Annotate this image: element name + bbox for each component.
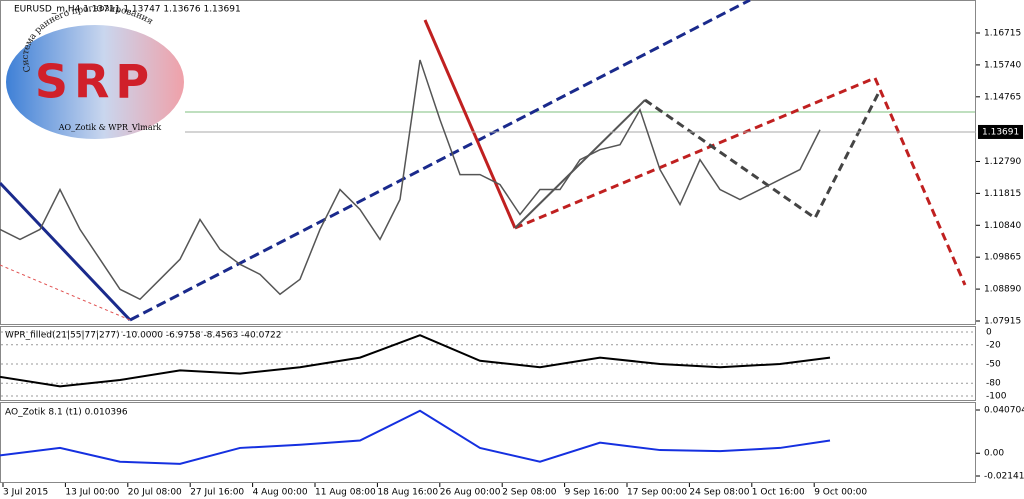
- time-label: 4 Aug 00:00: [253, 488, 308, 498]
- wpr-tick-label: -50: [986, 360, 1001, 370]
- logo-caption: AO_Zotik & WPR_Vlmark: [58, 123, 162, 132]
- wpr-tick-label: -80: [986, 379, 1001, 389]
- price-label: 1.07915: [984, 317, 1021, 327]
- time-label: 11 Aug 08:00: [315, 488, 376, 498]
- current-price-label: 1.13691: [982, 127, 1019, 137]
- ao-line: [0, 409, 831, 465]
- wpr-line: [0, 334, 831, 388]
- time-label: 9 Sep 16:00: [565, 488, 620, 498]
- price-label: 1.11815: [984, 189, 1021, 199]
- time-label: 9 Oct 00:00: [814, 488, 867, 498]
- main-header: EURUSD_m,H4 1.13711 1.13747 1.13676 1.13…: [14, 5, 241, 15]
- ao-panel: [0, 402, 976, 483]
- time-label: 13 Jul 00:00: [65, 488, 119, 498]
- ao-header: AO_Zotik 8.1 (t1) 0.010396: [5, 408, 128, 418]
- time-label: 3 Jul 2015: [3, 488, 48, 498]
- time-label: 26 Aug 00:00: [440, 488, 501, 498]
- wpr-tick-label: -20: [986, 340, 1001, 350]
- price-label: 1.15740: [984, 60, 1021, 70]
- price-label: 1.09865: [984, 253, 1021, 263]
- main-panel: [0, 0, 976, 325]
- ao-tick-label: 0.040704: [984, 406, 1024, 416]
- time-label: 18 Aug 16:00: [377, 488, 438, 498]
- price-label: 1.14765: [984, 92, 1021, 102]
- time-label: 20 Jul 08:00: [128, 488, 182, 498]
- price-label: 1.16715: [984, 29, 1021, 39]
- wpr-panel: [0, 326, 976, 401]
- current-price-box: [978, 124, 1023, 139]
- time-label: 24 Sep 08:00: [689, 488, 749, 498]
- trend-lines: [0, 0, 967, 322]
- price-line: [0, 59, 821, 301]
- wpr-tick-label: -100: [986, 392, 1007, 402]
- price-label: 1.12790: [984, 157, 1021, 167]
- logo-badge: [4, 23, 186, 141]
- time-label: 1 Oct 16:00: [752, 488, 805, 498]
- time-label: 2 Sep 08:00: [502, 488, 557, 498]
- price-label: 1.08890: [984, 285, 1021, 295]
- logo-title: SRP: [35, 55, 155, 109]
- ao-tick-label: 0.00: [984, 449, 1004, 459]
- time-label: 27 Jul 16:00: [190, 488, 244, 498]
- time-label: 17 Sep 00:00: [627, 488, 687, 498]
- wpr-header: WPR_filled(21|55|77|277) -10.0000 -6.975…: [5, 331, 282, 341]
- wpr-tick-label: 0: [986, 328, 992, 338]
- price-label: 1.10840: [984, 221, 1021, 231]
